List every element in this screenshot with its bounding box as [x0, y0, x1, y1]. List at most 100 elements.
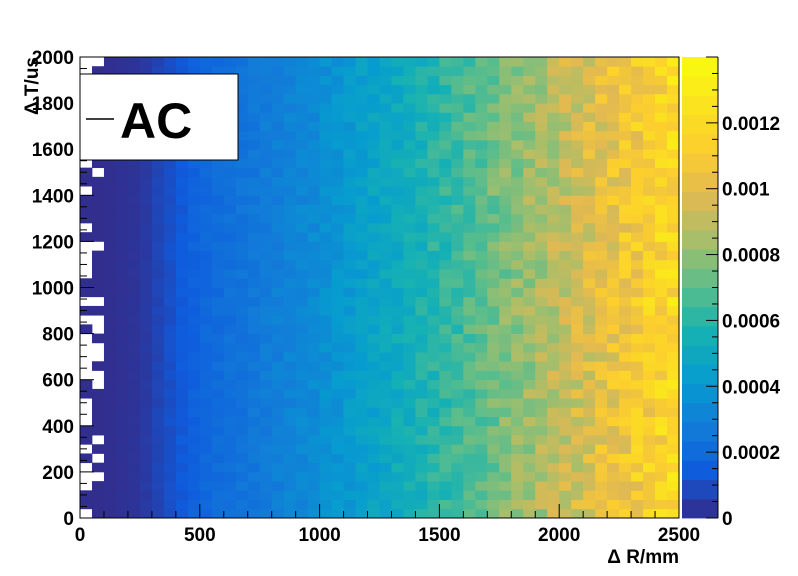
heatmap-cell: [595, 103, 608, 113]
heatmap-cell: [571, 75, 584, 86]
heatmap-cell: [331, 508, 344, 519]
heatmap-cell: [379, 481, 392, 491]
heatmap-cell: [595, 508, 608, 519]
heatmap-cell: [223, 305, 237, 316]
heatmap-cell: [127, 398, 141, 408]
heatmap-cell: [439, 57, 452, 67]
heatmap-cell: [115, 508, 129, 519]
heatmap-cell: [667, 315, 680, 325]
heatmap-cell: [283, 250, 297, 261]
heatmap-cell: [439, 333, 452, 344]
heatmap-cell: [283, 213, 297, 224]
heatmap-cell: [535, 481, 548, 491]
heatmap-cell: [451, 112, 464, 122]
heatmap-cell: [595, 222, 608, 233]
heatmap-cell: [343, 490, 356, 500]
heatmap-cell: [295, 462, 309, 473]
heatmap-cell: [355, 407, 368, 417]
heatmap-cell: [103, 462, 117, 473]
heatmap-cell: [403, 315, 416, 325]
heatmap-cell: [355, 444, 368, 454]
heatmap-cell: [307, 305, 320, 316]
heatmap-cell: [667, 388, 680, 399]
heatmap-cell: [403, 213, 416, 224]
heatmap-cell: [511, 305, 524, 316]
heatmap-cell: [523, 444, 536, 454]
heatmap-cell: [187, 57, 201, 67]
heatmap-cell: [463, 269, 476, 279]
heatmap-cell: [403, 75, 416, 86]
heatmap-cell: [259, 315, 273, 325]
heatmap-cell: [511, 93, 524, 104]
heatmap-cell: [499, 342, 512, 353]
heatmap-cell: [631, 499, 644, 510]
heatmap-cell: [80, 324, 93, 334]
heatmap-cell: [355, 435, 368, 445]
heatmap-cell: [259, 453, 273, 464]
heatmap-cell: [319, 278, 332, 288]
heatmap-cell: [499, 232, 512, 242]
heatmap-cell: [103, 176, 117, 187]
heatmap-cell: [319, 499, 332, 510]
heatmap-cell: [487, 121, 500, 132]
heatmap-cell: [199, 471, 213, 482]
heatmap-cell: [355, 93, 368, 104]
heatmap-cell: [379, 232, 392, 242]
heatmap-cell: [379, 471, 392, 482]
heatmap-cell: [259, 222, 273, 233]
heatmap-cell: [475, 232, 488, 242]
heatmap-cell: [595, 278, 608, 288]
heatmap-cell: [667, 398, 680, 408]
heatmap-cell: [151, 269, 165, 279]
y-tick-label: 1200: [32, 232, 74, 253]
heatmap-cell: [619, 121, 632, 132]
heatmap-cell: [91, 176, 105, 187]
heatmap-cell: [259, 333, 273, 344]
colorbar-band: [682, 306, 718, 327]
heatmap-cell: [499, 407, 512, 417]
heatmap-cell: [415, 407, 428, 417]
heatmap-cell: [175, 444, 189, 454]
heatmap-cell: [91, 259, 105, 270]
heatmap-cell: [559, 342, 572, 353]
heatmap-cell: [343, 305, 356, 316]
heatmap-cell: [307, 75, 320, 86]
heatmap-cell: [463, 57, 476, 67]
heatmap-cell: [127, 388, 141, 399]
heatmap-cell: [307, 167, 320, 178]
heatmap-cell: [427, 435, 440, 445]
heatmap-cell: [127, 508, 141, 519]
heatmap-cell: [451, 471, 464, 482]
heatmap-cell: [667, 75, 680, 86]
heatmap-cell: [547, 112, 560, 122]
heatmap-cell: [643, 259, 656, 270]
heatmap-cell: [571, 444, 584, 454]
heatmap-cell: [175, 462, 189, 473]
heatmap-cell: [571, 213, 584, 224]
heatmap-cell: [259, 296, 273, 307]
heatmap-cell: [163, 333, 177, 344]
heatmap-cell: [463, 195, 476, 205]
heatmap-cell: [235, 508, 249, 519]
heatmap-cell: [547, 425, 560, 436]
heatmap-cell: [319, 232, 332, 242]
heatmap-cell: [355, 287, 368, 298]
colorbar-band: [682, 114, 718, 135]
heatmap-cell: [103, 453, 117, 464]
heatmap-cell: [499, 388, 512, 399]
heatmap-cell: [655, 315, 668, 325]
heatmap-cell: [535, 508, 548, 519]
heatmap-cell: [319, 241, 332, 252]
heatmap-cell: [427, 361, 440, 371]
heatmap-cell: [667, 481, 680, 491]
heatmap-cell: [115, 296, 129, 307]
heatmap-cell: [127, 315, 141, 325]
heatmap-cell: [319, 121, 332, 132]
heatmap-cell: [583, 416, 596, 427]
heatmap-cell: [631, 333, 644, 344]
heatmap-cell: [499, 186, 512, 196]
heatmap-cell: [487, 167, 500, 178]
heatmap-cell: [271, 139, 285, 150]
heatmap-cell: [619, 444, 632, 454]
heatmap-cell: [667, 250, 680, 261]
